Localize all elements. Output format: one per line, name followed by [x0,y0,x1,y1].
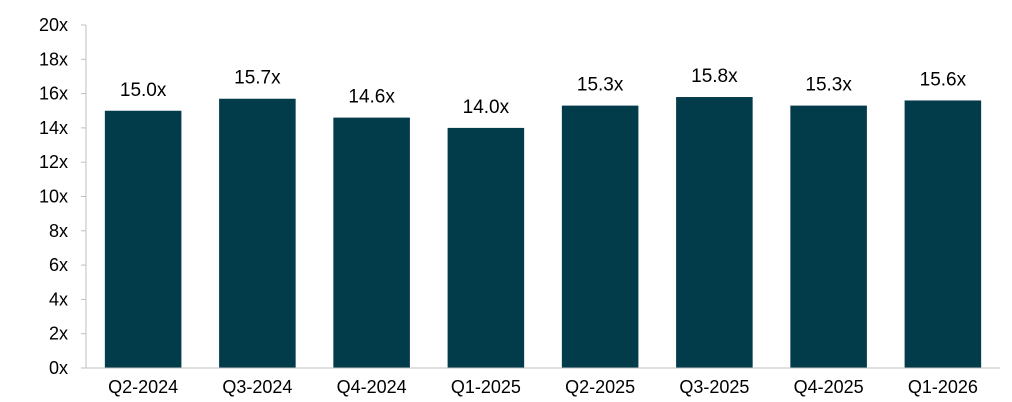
data-label: 14.0x [463,97,510,118]
bar [676,97,753,368]
x-tick-label: Q2-2025 [565,377,635,397]
bar [904,100,982,369]
y-tick-label: 4x [49,289,68,309]
y-tick-label: 20x [39,15,68,35]
bar [104,110,182,368]
data-label: 15.6x [920,69,967,90]
y-tick-label: 6x [49,255,68,275]
x-tick-label: Q1-2026 [908,377,978,397]
x-tick-label: Q1-2025 [451,377,521,397]
y-tick-label: 8x [49,221,68,241]
bar [790,105,867,368]
x-tick-label: Q3-2025 [679,377,749,397]
y-tick-label: 0x [49,358,68,378]
y-tick-label: 14x [39,118,68,138]
data-label: 15.3x [577,75,624,96]
bar [333,117,410,368]
data-label: 15.3x [805,75,852,96]
y-axis: 0x 2x 4x 6x 8x 10x 12x 14x 16x 18x 20x [39,15,87,378]
x-tick-label: Q2-2024 [108,377,178,397]
x-tick-label: Q4-2025 [794,377,864,397]
x-tick-label: Q4-2024 [337,377,407,397]
y-tick-label: 16x [39,84,68,104]
x-tick-label: Q3-2024 [222,377,292,397]
data-labels: 15.0x 15.7x 14.6x 14.0x 15.3x 15.8x 15.3x 15.6x [120,66,967,118]
bar [219,98,296,369]
y-tick-label: 2x [49,324,68,344]
bar-series [104,97,982,369]
y-tick-label: 18x [39,49,68,69]
bar [561,105,639,368]
y-tick-label: 10x [39,187,68,207]
data-label: 14.6x [348,87,395,108]
data-label: 15.7x [234,68,281,89]
data-label: 15.0x [120,80,167,101]
bar [447,127,525,369]
x-axis: Q2-2024 Q3-2024 Q4-2024 Q1-2025 Q2-2025 Q3-20… [86,367,1000,397]
y-tick-label: 12x [39,152,68,172]
data-label: 15.8x [691,66,738,87]
